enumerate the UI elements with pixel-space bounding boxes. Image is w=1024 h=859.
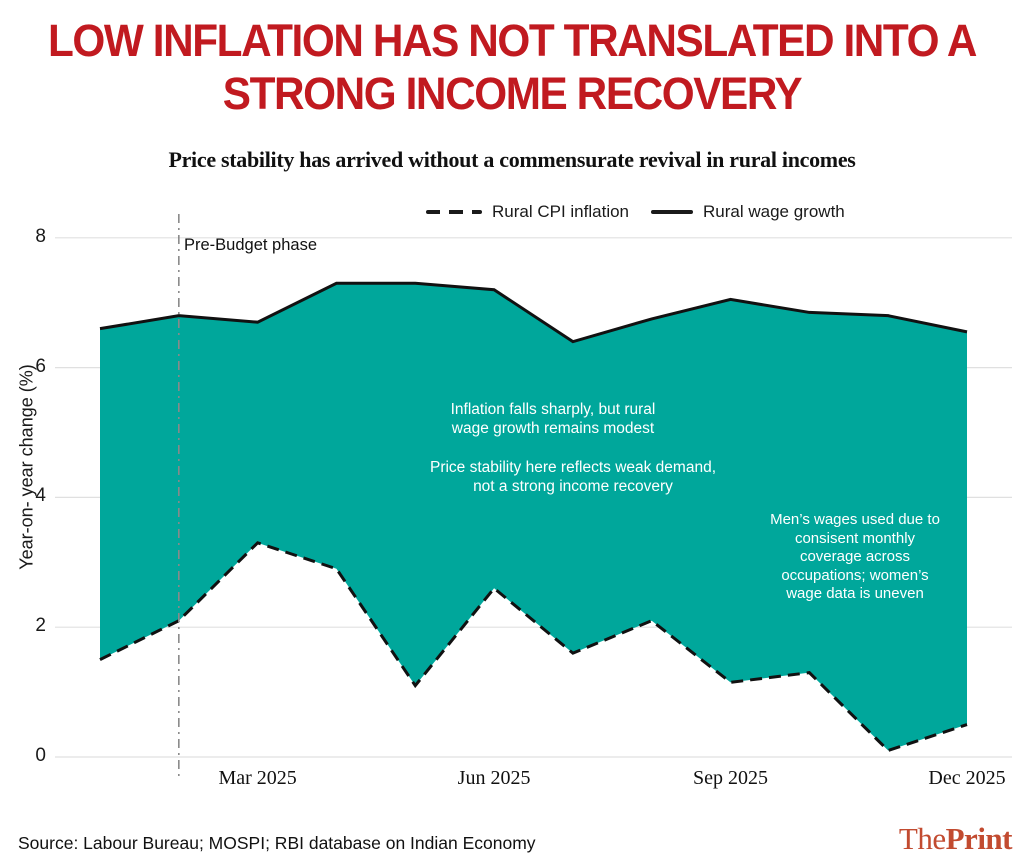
pre-budget-phase-label: Pre-Budget phase bbox=[184, 236, 318, 254]
legend: Rural CPI inflation Rural wage growth bbox=[426, 202, 845, 222]
annotation-price-stability: Price stability here reflects weak deman… bbox=[429, 459, 717, 496]
legend-label-cpi-inflation: Rural CPI inflation bbox=[492, 202, 630, 221]
y-tick-label: 4 bbox=[35, 485, 46, 507]
legend-dashed-line-swatch bbox=[426, 210, 482, 214]
x-tick-label: Dec 2025 bbox=[928, 767, 1006, 789]
annotation-mens-wages: Men’s wages used due to consisent monthl… bbox=[770, 511, 940, 603]
y-tick-label: 0 bbox=[35, 744, 46, 766]
theprint-logo: ThePrint bbox=[898, 821, 1013, 857]
page-title: LOW INFLATION HAS NOT TRANSLATED INTO A … bbox=[47, 15, 977, 120]
page-subtitle: Price stability has arrived without a co… bbox=[168, 147, 856, 172]
source-credit: Source: Labour Bureau; MOSPI; RBI databa… bbox=[18, 833, 536, 853]
x-tick-label: Mar 2025 bbox=[218, 767, 297, 789]
legend-solid-line-swatch bbox=[651, 210, 694, 214]
wage-cpi-gap-area bbox=[100, 283, 967, 751]
wage-growth-line bbox=[99, 281, 968, 344]
legend-label-wage-growth: Rural wage growth bbox=[703, 202, 845, 221]
cpi-inflation-line bbox=[99, 541, 968, 753]
x-tick-label: Sep 2025 bbox=[693, 767, 769, 789]
annotation-inflation-falls: Inflation falls sharply, but rural wage … bbox=[450, 401, 656, 438]
y-tick-label: 8 bbox=[35, 225, 46, 247]
logo-the: The bbox=[898, 821, 946, 856]
y-tick-label: 2 bbox=[35, 615, 46, 637]
logo-print: Print bbox=[945, 821, 1013, 856]
y-tick-label: 6 bbox=[35, 355, 46, 377]
x-tick-label: Jun 2025 bbox=[457, 767, 531, 789]
y-axis-title: Year-on- year change (%) bbox=[16, 364, 37, 570]
